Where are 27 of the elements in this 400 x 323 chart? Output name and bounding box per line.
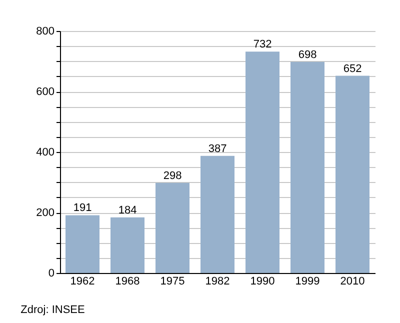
x-tick-label: 1968: [115, 276, 140, 288]
x-tick-label: 1962: [70, 276, 95, 288]
data-label: 387: [208, 142, 227, 155]
bar: [66, 215, 100, 273]
x-tick-label: 1975: [160, 276, 185, 288]
bar: [110, 217, 144, 273]
x-tick-label: 1999: [295, 276, 320, 288]
bar: [246, 52, 280, 273]
y-tick-label: 600: [36, 86, 54, 98]
y-tick-label: 0: [48, 268, 54, 280]
data-label: 184: [118, 204, 137, 216]
data-label: 732: [253, 38, 272, 51]
data-label: 298: [163, 170, 182, 182]
text: Zdroj: INSEE: [20, 304, 85, 316]
data-label: 191: [73, 202, 92, 214]
bar: [200, 156, 234, 273]
x-tick-label: 1982: [205, 276, 230, 288]
bar: [156, 182, 190, 273]
bar: [336, 76, 370, 273]
data-label: 652: [343, 62, 362, 75]
y-tick-label: 400: [36, 146, 54, 158]
y-tick-label: 800: [36, 26, 54, 38]
x-tick-label: 1990: [250, 276, 275, 288]
y-tick-label: 200: [36, 207, 54, 219]
data-label: 698: [298, 48, 317, 61]
x-tick-label: 2010: [340, 276, 365, 288]
bar: [290, 62, 324, 273]
